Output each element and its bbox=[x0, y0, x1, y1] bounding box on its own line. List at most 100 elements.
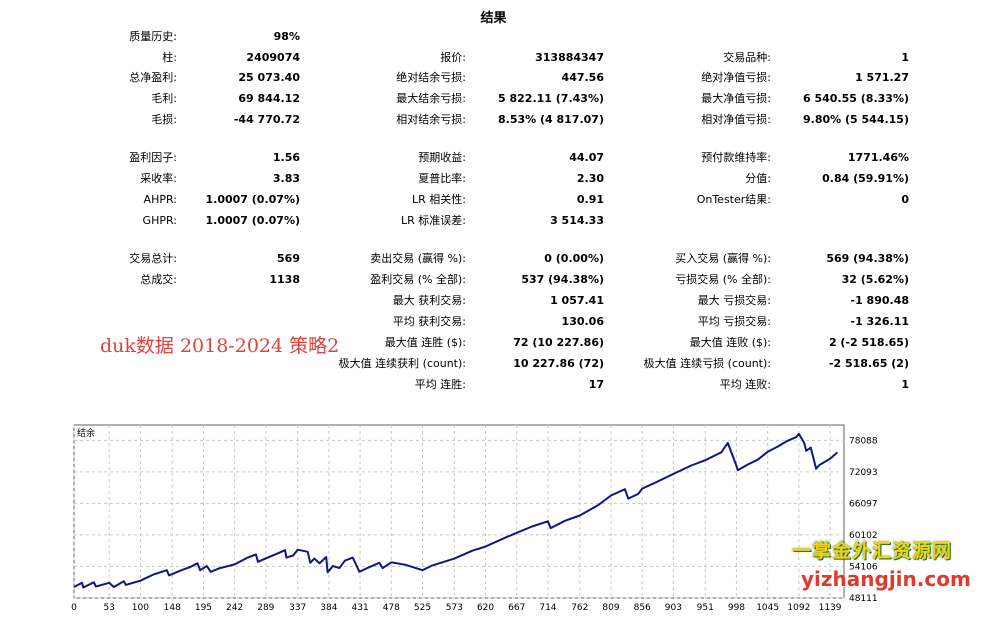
right-stat-value: 0 bbox=[901, 193, 909, 206]
middle-stat-value: 5 822.11 (7.43%) bbox=[498, 92, 604, 105]
left-stat-value: 25 073.40 bbox=[238, 71, 300, 84]
left-stat-value: 1138 bbox=[269, 273, 300, 286]
chart-x-tick-label: 478 bbox=[383, 603, 400, 612]
chart-x-tick-label: 1045 bbox=[756, 603, 779, 612]
chart-y-tick-label: 54106 bbox=[849, 562, 878, 572]
right-stat-value: -1 326.11 bbox=[850, 315, 910, 328]
chart-x-tick-label: 53 bbox=[103, 603, 114, 612]
chart-x-tick-label: 573 bbox=[446, 603, 463, 612]
chart-x-tick-label: 525 bbox=[414, 603, 431, 612]
middle-stat-label: 最大结余亏损: bbox=[396, 92, 466, 105]
right-stat-value: 9.80% (5 544.15) bbox=[803, 113, 909, 126]
right-stat-value: 1771.46% bbox=[847, 151, 909, 164]
left-stat-value: 569 bbox=[277, 252, 300, 265]
chart-x-tick-label: 762 bbox=[571, 603, 588, 612]
right-stat-label: 最大 亏损交易: bbox=[697, 294, 771, 307]
right-stat-value: 0.84 (59.91%) bbox=[822, 172, 909, 185]
right-stat-label: 最大值 连败 ($): bbox=[689, 336, 771, 349]
middle-stat-value: 447.56 bbox=[561, 71, 604, 84]
left-stat-label: 总成交: bbox=[140, 273, 177, 286]
chart-x-tick-label: 856 bbox=[634, 603, 651, 612]
right-stat-value: 2 (-2 518.65) bbox=[828, 336, 909, 349]
middle-stat-value: 130.06 bbox=[561, 315, 604, 328]
middle-stat-value: 10 227.86 (72) bbox=[513, 357, 604, 370]
right-stat-label: OnTester结果: bbox=[696, 193, 771, 206]
chart-x-tick-label: 809 bbox=[602, 603, 619, 612]
chart-x-tick-label: 100 bbox=[132, 603, 149, 612]
results-stats: 质量历史: 98% 柱: 2409074 总净盈利: 25 073.40 毛利: 69 844… bbox=[129, 30, 910, 391]
brand-url: yizhangjin.com bbox=[801, 567, 971, 591]
brand-logo-text: 一掌金外汇资源网 bbox=[792, 540, 953, 562]
chart-x-tick-label: 337 bbox=[289, 603, 306, 612]
results-title: 结果 bbox=[480, 11, 507, 26]
middle-stat-value: 1 057.41 bbox=[550, 294, 604, 307]
left-stat-label: 采收率: bbox=[140, 172, 177, 185]
middle-stat-label: 盈利交易 (% 全部): bbox=[370, 273, 466, 286]
chart-plot-area bbox=[73, 424, 845, 599]
chart-x-tick-label: 242 bbox=[226, 603, 243, 612]
left-stat-value: 98% bbox=[273, 30, 300, 43]
chart-y-tick-label: 72093 bbox=[849, 468, 878, 478]
left-stat-value: 1.0007 (0.07%) bbox=[205, 214, 301, 227]
middle-stat-label: 最大值 连胜 ($): bbox=[384, 336, 466, 349]
balance-chart: 0 53 100 148 195 242 289 337 384 431 478 525 573 620 6… bbox=[71, 424, 878, 612]
right-stat-label: 交易品种: bbox=[723, 51, 771, 64]
chart-x-tick-label: 998 bbox=[728, 603, 745, 612]
right-stat-label: 平均 亏损交易: bbox=[697, 315, 771, 328]
left-stat-label: 毛损: bbox=[151, 113, 177, 126]
left-stat-label: AHPR: bbox=[143, 193, 177, 206]
middle-stat-label: 卖出交易 (赢得 %): bbox=[370, 252, 466, 265]
left-stat-label: 交易总计: bbox=[129, 252, 177, 265]
right-stat-label: 极大值 连续亏损 (count): bbox=[643, 357, 771, 370]
left-stat-value: -44 770.72 bbox=[233, 113, 300, 126]
right-stat-value: 569 (94.38%) bbox=[826, 252, 909, 265]
middle-stat-value: 3 514.33 bbox=[550, 214, 604, 227]
right-stat-label: 预付款维持率: bbox=[701, 151, 771, 164]
right-stat-value: -2 518.65 (2) bbox=[828, 357, 909, 370]
watermark-text: duk数据 2018-2024 策略2 bbox=[100, 335, 340, 357]
middle-stat-value: 313884347 bbox=[535, 51, 604, 64]
chart-x-tick-label: 148 bbox=[164, 603, 181, 612]
left-stat-label: GHPR: bbox=[142, 214, 177, 227]
left-stat-label: 盈利因子: bbox=[129, 151, 177, 164]
left-stat-label: 总净盈利: bbox=[129, 71, 177, 84]
middle-stat-value: 537 (94.38%) bbox=[521, 273, 604, 286]
chart-x-tick-label: 431 bbox=[352, 603, 369, 612]
chart-x-tick-label: 289 bbox=[257, 603, 274, 612]
middle-stat-label: 夏普比率: bbox=[418, 172, 466, 185]
left-stat-label: 柱: bbox=[162, 51, 177, 64]
chart-y-tick-label: 78088 bbox=[849, 436, 878, 446]
right-stat-value: -1 890.48 bbox=[850, 294, 910, 307]
chart-x-tick-label: 620 bbox=[477, 603, 494, 612]
right-stat-label: 亏损交易 (% 全部): bbox=[675, 273, 771, 286]
left-stat-value: 69 844.12 bbox=[238, 92, 300, 105]
right-stat-label: 绝对净值亏损: bbox=[701, 71, 771, 84]
balance-series-line bbox=[73, 432, 839, 589]
right-stat-value: 1 bbox=[901, 51, 909, 64]
chart-x-tick-label: 667 bbox=[508, 603, 525, 612]
middle-stat-value: 72 (10 227.86) bbox=[513, 336, 604, 349]
middle-stat-value: 0.91 bbox=[576, 193, 604, 206]
middle-stat-value: 0 (0.00%) bbox=[544, 252, 604, 265]
left-stat-value: 3.83 bbox=[272, 172, 300, 185]
middle-stat-value: 8.53% (4 817.07) bbox=[498, 113, 604, 126]
middle-stat-label: 最大 获利交易: bbox=[392, 294, 466, 307]
left-stat-label: 毛利: bbox=[151, 92, 177, 105]
right-stat-label: 平均 连败: bbox=[719, 378, 771, 391]
chart-y-tick-label: 60102 bbox=[849, 531, 878, 541]
middle-stat-label: 平均 获利交易: bbox=[392, 315, 466, 328]
middle-stat-label: 平均 连胜: bbox=[414, 378, 466, 391]
right-stat-value: 1 571.27 bbox=[855, 71, 909, 84]
right-stat-label: 相对净值亏损: bbox=[701, 113, 771, 126]
left-stat-value: 1.0007 (0.07%) bbox=[205, 193, 301, 206]
middle-stat-value: 17 bbox=[588, 378, 604, 391]
chart-y-tick-label: 66097 bbox=[849, 499, 878, 509]
middle-stat-label: 报价: bbox=[440, 51, 466, 64]
middle-stat-label: LR 相关性: bbox=[412, 193, 466, 206]
left-stat-value: 1.56 bbox=[272, 151, 300, 164]
chart-x-tick-label: 1092 bbox=[787, 603, 810, 612]
chart-x-tick-label: 195 bbox=[195, 603, 212, 612]
right-stat-label: 最大净值亏损: bbox=[701, 92, 771, 105]
middle-stat-label: 绝对结余亏损: bbox=[396, 71, 466, 84]
right-stat-value: 6 540.55 (8.33%) bbox=[803, 92, 909, 105]
